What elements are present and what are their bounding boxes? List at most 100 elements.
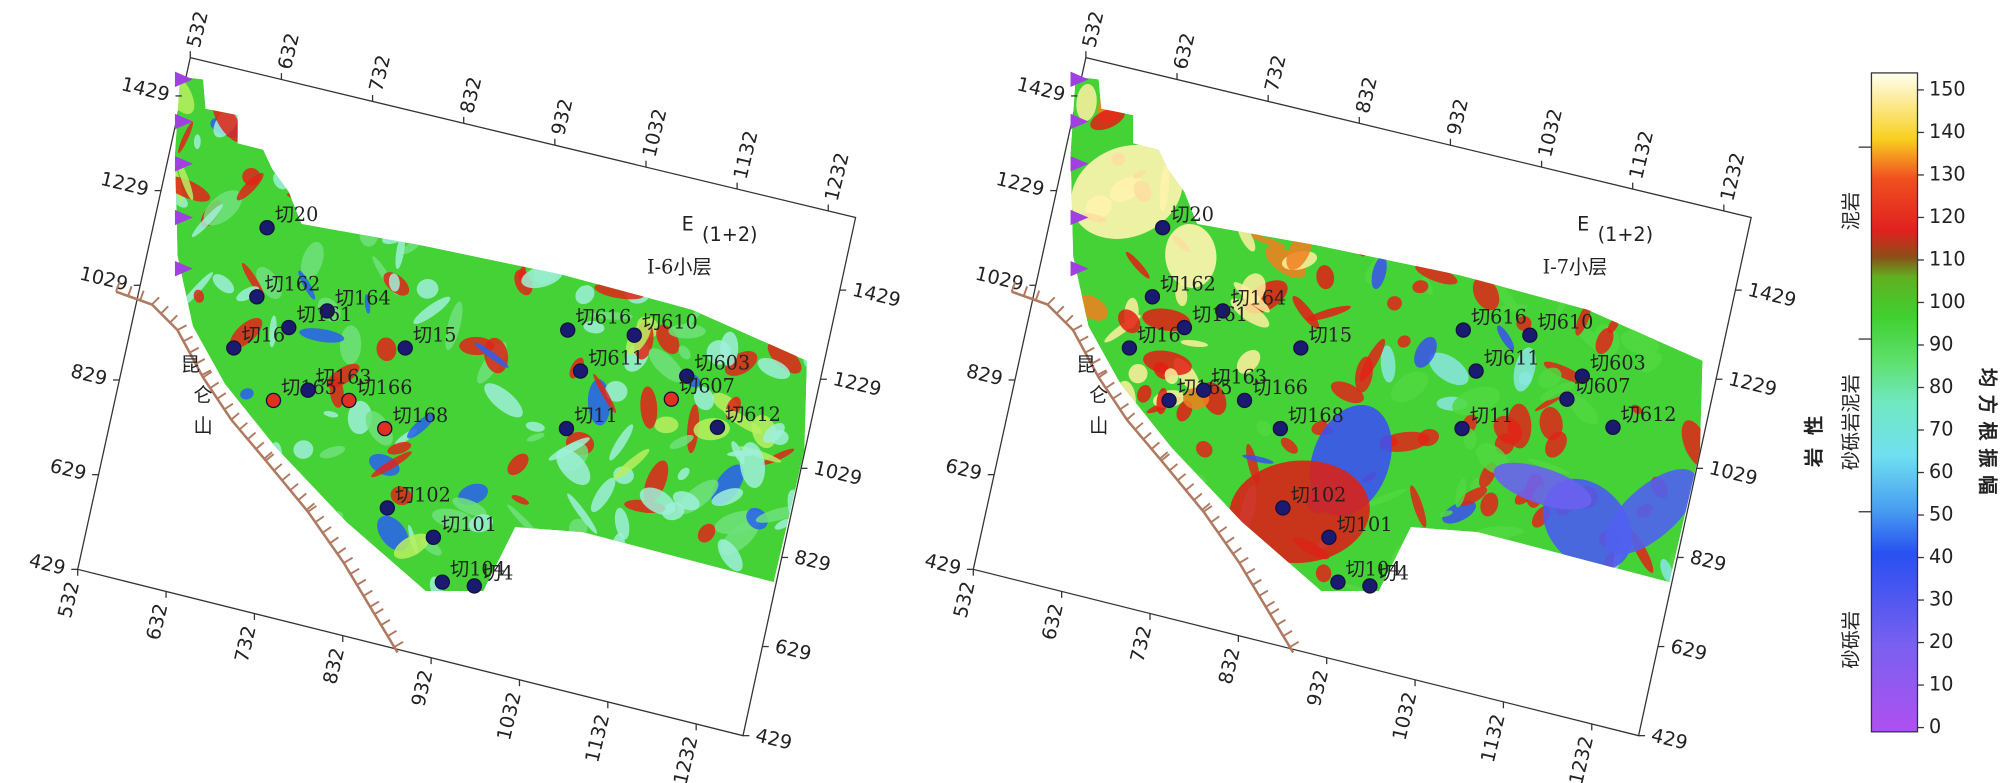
top-tick-label: 1032: [638, 106, 672, 159]
layer-label: Ⅰ-6小层: [647, 256, 712, 279]
well-label: 切163: [316, 366, 372, 389]
colorbar-tick-label: 80: [1929, 375, 1953, 398]
amplitude-patch: [492, 150, 514, 164]
amplitude-patch: [393, 533, 430, 559]
left-tick-label: 429: [922, 549, 963, 580]
amplitude-patch: [1425, 134, 1446, 151]
colorbar-tick-label: 120: [1929, 205, 1966, 228]
amplitude-patch: [1148, 513, 1174, 545]
well-label: 切166: [357, 376, 413, 399]
well: [397, 340, 413, 356]
amplitude-patch: [404, 229, 416, 243]
amplitude-patch: [1256, 420, 1272, 437]
well-label: 切104: [1346, 558, 1402, 581]
fault-hatch: [1105, 381, 1115, 389]
amplitude-patch: [432, 508, 475, 530]
amplitude-patch: [1242, 454, 1274, 464]
amplitude-patch: [445, 301, 463, 351]
bottom-tick-label: 532: [53, 579, 84, 620]
well-label: 切168: [392, 404, 448, 427]
well-label: 切164: [335, 286, 391, 309]
fault-hatch: [393, 640, 404, 648]
amplitude-patch: [407, 413, 435, 439]
well: [379, 500, 395, 516]
amplitude-patch: [1412, 280, 1429, 294]
colorbar-tick-label: 0: [1929, 715, 1941, 738]
amplitude-patch: [248, 538, 284, 555]
amplitude-patch: [350, 102, 370, 122]
amplitude-patch: [678, 345, 691, 360]
fault-hatch: [1160, 453, 1170, 462]
amplitude-patch: [1143, 350, 1192, 376]
range-label: 昆仑山: [181, 353, 213, 437]
right-tick-label: 1029: [811, 456, 864, 490]
amplitude-patch: [193, 134, 201, 150]
well-label: 切616: [1471, 306, 1527, 329]
amplitude-patch: [745, 87, 765, 112]
amplitude-patch: [1133, 81, 1144, 98]
right-tick-label: 629: [773, 634, 814, 665]
amplitude-patch: [468, 514, 493, 533]
right-tick-label: 1029: [1707, 456, 1760, 490]
amplitude-patch: [531, 148, 547, 162]
amplitude-patch: [1360, 488, 1408, 509]
amplitude-patch: [293, 440, 314, 459]
amplitude-patch: [452, 497, 487, 517]
well-label: 切101: [1337, 513, 1393, 536]
amplitude-patch: [1585, 106, 1613, 132]
amplitude-patch: [1497, 325, 1515, 351]
well-label: 切161: [1192, 303, 1248, 326]
amplitude-patch: [547, 149, 560, 177]
well-label: 切611: [1484, 347, 1540, 370]
colorbar-tick-label: 150: [1929, 77, 1966, 100]
bottom-tick-label: 1132: [1476, 712, 1510, 765]
well-label: 切612: [725, 403, 781, 426]
amplitude-patch: [1197, 76, 1213, 87]
amplitude-patch: [748, 187, 763, 210]
amplitude-patch: [1545, 431, 1567, 458]
well-label: 切4: [1378, 561, 1409, 584]
lithology-title: 岩性: [1803, 403, 1826, 468]
amplitude-patch: [576, 530, 587, 578]
well: [1468, 363, 1484, 379]
amplitude-patch: [578, 209, 591, 226]
amplitude-patch: [1539, 381, 1575, 401]
well-label: 切11: [574, 404, 618, 427]
amplitude-patch: [1611, 92, 1623, 116]
fault-hatch: [307, 505, 317, 513]
thrust-marker: [1070, 209, 1089, 226]
fault-hatch: [1193, 492, 1203, 501]
amplitude-patch: [191, 204, 223, 238]
amplitude-patch: [1076, 83, 1097, 122]
well-label: 切612: [1621, 403, 1677, 426]
amplitude-patch: [511, 494, 529, 505]
title-sub: (1+2): [1598, 223, 1653, 246]
amplitude-patch: [178, 121, 194, 154]
fault-hatch: [1022, 286, 1029, 297]
well-label: 切163: [1211, 366, 1267, 389]
well: [709, 419, 726, 435]
amplitude-patch: [1595, 328, 1614, 355]
left-tick-label: 1429: [1015, 72, 1068, 106]
amplitude-patch: [798, 78, 807, 102]
amplitude-patch: [723, 264, 765, 287]
amplitude-patch: [1488, 278, 1518, 311]
amplitude-patch: [1387, 296, 1402, 311]
well: [259, 220, 275, 236]
amplitude-patch: [1648, 76, 1681, 81]
amplitude-patch: [1581, 136, 1611, 178]
amplitude-patch: [1137, 384, 1152, 403]
amplitude-patch: [1640, 352, 1663, 373]
colorbar-tick-label: 30: [1929, 588, 1953, 611]
amplitude-patch: [1232, 164, 1264, 201]
amplitude-patch: [1652, 303, 1679, 324]
amplitude-patch: [465, 67, 479, 74]
well-label: 切603: [1590, 352, 1646, 375]
amplitude-patch: [1452, 386, 1501, 416]
amplitude-patch: [1281, 207, 1297, 229]
fault-hatch: [151, 296, 160, 306]
fault-hatch: [238, 422, 248, 431]
amplitude-patch: [1404, 165, 1429, 187]
amplitude-patch: [1426, 561, 1449, 574]
amplitude-patch: [556, 448, 591, 486]
